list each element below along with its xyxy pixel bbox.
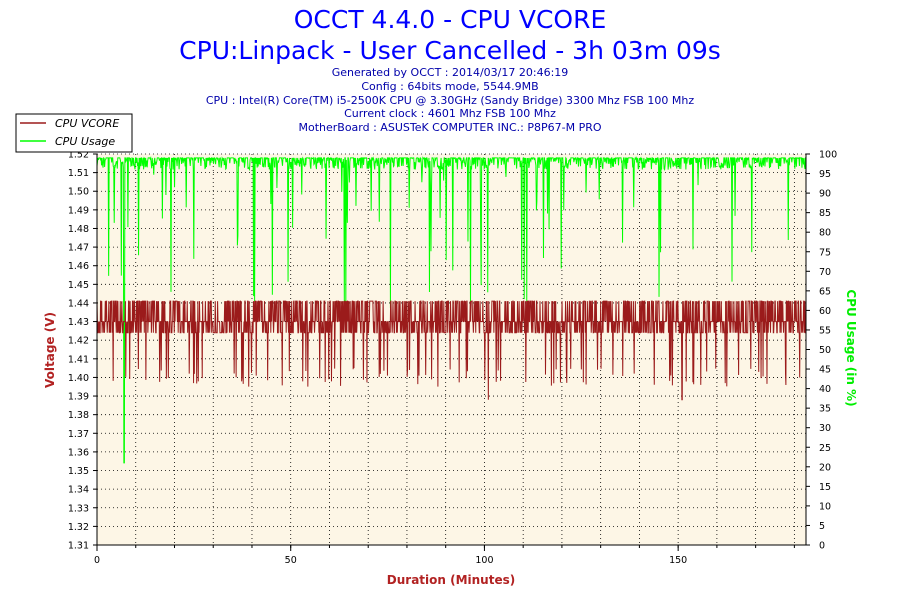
right-axis-ticks: 0 5 10 15 20 25 30 35 40 45 50 55 60 65 70 75 80 85 90 95 10… [806,150,837,552]
left-tick-label: 1.35 [68,466,89,477]
right-tick-label: 15 [819,482,831,493]
left-tick-label: 1.49 [68,205,89,216]
legend-vcore-label: CPU VCORE [55,117,119,130]
right-tick-label: 50 [819,345,831,356]
vcore-line [96,300,807,401]
vcore-series [96,300,807,401]
left-tick-label: 1.50 [68,187,89,198]
right-tick-label: 30 [819,423,831,434]
cpu-info: CPU : Intel(R) Core(TM) i5-2500K CPU @ 3… [205,93,695,107]
right-axis-label: CPU Usage (in %) [844,289,858,406]
x-tick-label: 150 [669,555,687,566]
legend-usage-label: CPU Usage [55,135,115,148]
x-tick-label: 0 [94,555,100,566]
x-tick-label: 50 [285,555,297,566]
generated-info: Generated by OCCT : 2014/03/17 20:46:19 [331,66,569,79]
right-tick-label: 80 [819,228,831,239]
right-tick-label: 40 [819,384,831,395]
left-tick-label: 1.36 [68,447,89,458]
config-info: Config : 64bits mode, 5544.9MB [361,79,539,93]
chart-header: OCCT 4.4.0 - CPU VCORE CPU:Linpack - Use… [0,4,900,135]
right-tick-label: 85 [819,208,831,219]
left-tick-label: 1.51 [68,168,89,179]
right-tick-label: 70 [819,267,831,278]
right-tick-label: 10 [819,501,831,512]
left-tick-label: 1.47 [68,243,89,254]
left-tick-label: 1.32 [68,522,89,533]
right-tick-label: 100 [819,150,837,161]
motherboard-info: MotherBoard : ASUSTeK COMPUTER INC.: P8P… [298,121,602,135]
right-tick-label: 35 [819,404,831,415]
right-tick-label: 0 [819,541,825,552]
left-tick-label: 1.42 [68,336,89,347]
legend: CPU VCORE CPU Usage [15,113,133,153]
left-tick-label: 1.40 [68,373,89,384]
left-tick-label: 1.41 [68,354,89,365]
chart-subtitle: CPU:Linpack - User Cancelled - 3h 03m 09… [179,36,721,65]
left-axis-ticks: 1.31 1.32 1.33 1.34 1.35 1.36 1.37 1.38 1.39 1.40… [68,150,97,552]
left-tick-label: 1.39 [68,392,89,403]
left-tick-label: 1.37 [68,429,89,440]
x-axis-label: Duration (Minutes) [387,573,515,587]
left-tick-label: 1.31 [68,541,89,552]
left-axis-label: Voltage (V) [43,312,57,388]
left-tick-label: 1.52 [68,150,89,161]
right-tick-label: 55 [819,325,831,336]
right-tick-label: 65 [819,286,831,297]
left-tick-label: 1.33 [68,503,89,514]
right-tick-label: 20 [819,462,831,473]
left-tick-label: 1.38 [68,410,89,421]
left-tick-label: 1.34 [68,485,89,496]
clock-info: Current clock : 4601 Mhz FSB 100 Mhz [344,107,556,121]
right-tick-label: 95 [819,169,831,180]
right-tick-label: 60 [819,306,831,317]
left-tick-label: 1.48 [68,224,89,235]
right-tick-label: 75 [819,247,831,258]
left-tick-label: 1.45 [68,280,89,291]
left-tick-label: 1.43 [68,317,89,328]
plot-area [97,154,806,545]
x-axis-ticks: 0 50 100 150 [94,545,795,566]
usage-series [96,155,806,464]
chart-title: OCCT 4.4.0 - CPU VCORE [293,5,607,34]
usage-line [96,155,806,464]
right-tick-label: 90 [819,189,831,200]
x-tick-label: 100 [475,555,493,566]
left-tick-label: 1.44 [68,298,89,309]
right-tick-label: 25 [819,443,831,454]
left-tick-label: 1.46 [68,261,89,272]
right-tick-label: 5 [819,521,825,532]
right-tick-label: 45 [819,365,831,376]
